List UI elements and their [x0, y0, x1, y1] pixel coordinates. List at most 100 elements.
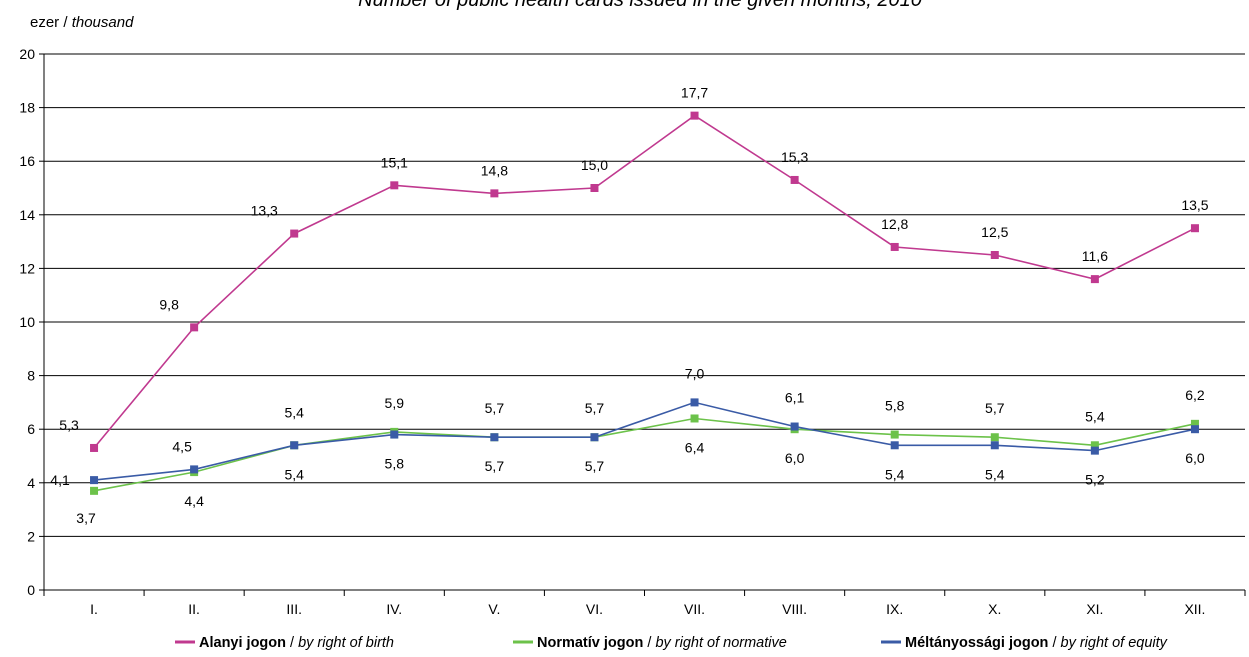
series-3-point [890, 441, 899, 450]
series-1-point [290, 229, 299, 238]
series-1-point [390, 181, 399, 190]
series-3-point [390, 430, 399, 439]
data-label: 12,5 [981, 224, 1008, 240]
y-tick-label: 8 [27, 368, 35, 384]
data-label: 15,0 [581, 157, 608, 173]
data-label: 6,2 [1185, 387, 1205, 403]
legend-label-sep: / [1048, 635, 1060, 651]
series-3-point [790, 422, 799, 431]
data-label: 9,8 [159, 296, 179, 312]
series-2-point [1090, 441, 1099, 450]
series-3-point [90, 476, 99, 485]
data-label: 5,7 [485, 400, 505, 416]
data-label: 14,8 [481, 162, 508, 178]
data-label: 5,8 [385, 456, 405, 472]
series-3-point [590, 433, 599, 442]
legend-label-sep: / [286, 635, 298, 651]
data-label: 5,4 [284, 404, 304, 420]
data-label: 4,5 [172, 438, 192, 454]
series-3-point [690, 398, 699, 407]
data-label: 5,7 [585, 400, 605, 416]
legend-label-en: by right of equity [1061, 635, 1168, 651]
y-tick-label: 14 [19, 207, 35, 223]
x-tick-label: IX. [886, 601, 903, 617]
data-label: 3,7 [76, 510, 96, 526]
series-1-point [1190, 224, 1199, 233]
y-tick-label: 12 [19, 260, 35, 276]
series-line-3 [93, 401, 1196, 481]
series-1-point [490, 189, 499, 198]
x-tick-label: IV. [386, 601, 402, 617]
data-label: 5,7 [585, 458, 605, 474]
y-axis-ticks: 0 2 4 6 8 10 12 14 16 18 20 [19, 46, 44, 598]
series-1-point [790, 175, 799, 184]
data-label: 6,0 [785, 450, 805, 466]
data-label: 13,3 [251, 203, 278, 219]
y-tick-label: 2 [27, 528, 35, 544]
data-label: 4,4 [184, 493, 204, 509]
y-tick-label: 20 [19, 46, 35, 62]
data-label: 4,1 [50, 472, 70, 488]
legend-entry-2: Normatív jogon / by right of normative [537, 635, 787, 651]
data-label: 5,2 [1085, 472, 1105, 488]
legend-label-hu: Méltányossági jogon [905, 635, 1048, 651]
legend-entry-1: Alanyi jogon / by right of birth [199, 635, 394, 651]
legend-label-en: by right of normative [655, 635, 786, 651]
chart-title: Number of public health cards issued in … [358, 0, 922, 11]
y-tick-label: 10 [19, 314, 35, 330]
unit-label-hu: ezer [30, 14, 59, 31]
series-group [90, 111, 1199, 495]
unit-label: ezer / thousand [30, 14, 134, 31]
data-label: 12,8 [881, 216, 908, 232]
y-tick-label: 18 [19, 100, 35, 116]
series-2-point [1190, 419, 1199, 428]
x-axis-ticks: I. II. III. IV. V. VI. VII. VIII. IX. X. XI. XII. [43, 590, 1246, 617]
series-2-point [890, 430, 899, 439]
data-label: 6,4 [685, 439, 705, 455]
x-tick-label: I. [90, 601, 98, 617]
x-tick-label: III. [286, 601, 302, 617]
legend-entry-3: Méltányossági jogon / by right of equity [905, 635, 1168, 651]
x-tick-label: VII. [684, 601, 705, 617]
data-label: 6,1 [785, 390, 805, 406]
legend-label-sep: / [643, 635, 655, 651]
legend-label-en: by right of birth [298, 635, 394, 651]
x-tick-label: II. [188, 601, 200, 617]
x-tick-label: X. [988, 601, 1001, 617]
gridlines [44, 53, 1245, 537]
y-tick-label: 16 [19, 153, 35, 169]
data-labels: 5,3 9,8 13,3 15,1 14,8 15,0 17,7 15,3 12,8 12,5 11… [50, 85, 1208, 526]
y-tick-label: 6 [27, 421, 35, 437]
series-1-point [1090, 275, 1099, 284]
legend-label-hu: Normatív jogon [537, 635, 643, 651]
legend: Alanyi jogon / by right of birth Normatív… [175, 635, 1168, 651]
data-label: 5,8 [885, 398, 905, 414]
data-label: 11,6 [1082, 248, 1108, 264]
series-3-point [1190, 425, 1199, 434]
data-label: 5,4 [284, 466, 304, 482]
unit-label-en: thousand [72, 14, 134, 31]
data-label: 15,3 [781, 149, 808, 165]
data-label: 5,4 [885, 466, 905, 482]
series-2-point [690, 414, 699, 423]
data-label: 15,1 [381, 154, 408, 170]
series-2-point [90, 486, 99, 495]
data-label: 7,0 [685, 365, 705, 381]
series-1-point [690, 111, 699, 120]
x-tick-label: VI. [586, 601, 603, 617]
unit-label-sep: / [59, 14, 72, 31]
x-tick-label: VIII. [782, 601, 807, 617]
legend-label-hu: Alanyi jogon [199, 635, 286, 651]
y-tick-label: 4 [27, 475, 35, 491]
series-3-point [290, 441, 299, 450]
data-label: 5,3 [59, 417, 79, 433]
data-label: 5,4 [985, 466, 1005, 482]
series-3-point [490, 433, 499, 442]
series-2-point [990, 433, 999, 442]
series-3-point [190, 465, 199, 474]
data-label: 5,7 [485, 458, 505, 474]
series-3-point [990, 441, 999, 450]
series-1-point [90, 443, 99, 452]
data-label: 13,5 [1181, 197, 1208, 213]
